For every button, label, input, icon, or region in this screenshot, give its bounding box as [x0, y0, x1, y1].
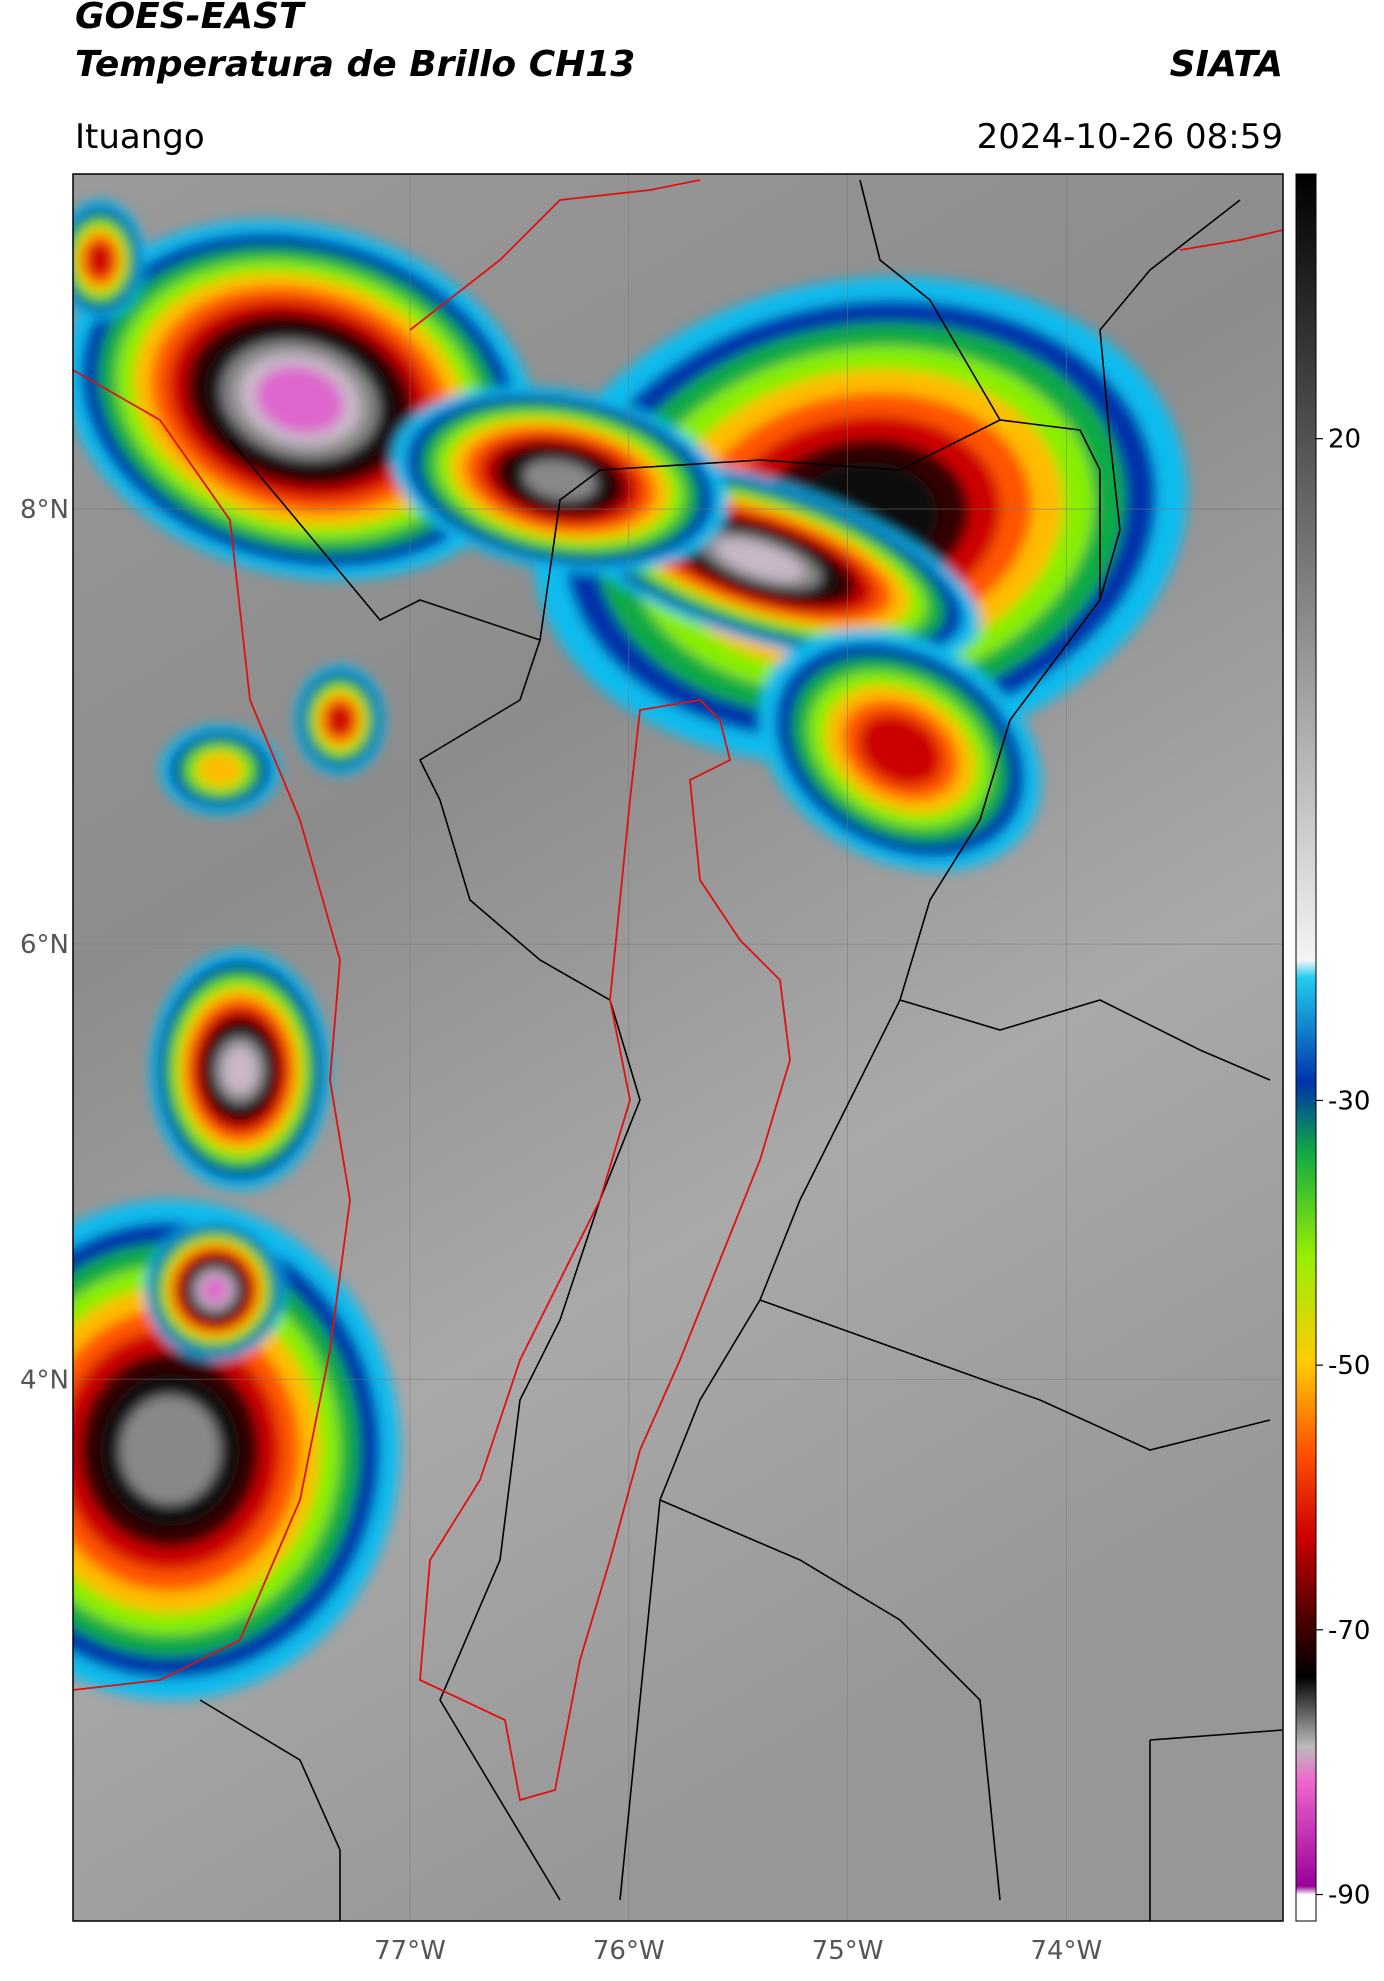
organization: SIATA: [1170, 44, 1283, 85]
borders: [199, 179, 1283, 1921]
graticule: [73, 174, 1283, 1921]
colorbar: [1295, 173, 1317, 1922]
cloud-field: [73, 200, 1188, 1700]
lon-label: 74°W: [1030, 1936, 1102, 1966]
cloud-layer: [256, 366, 344, 434]
colorbar-tick-label: -70: [1328, 1616, 1370, 1646]
title-line2: Temperatura de Brillo CH13: [75, 44, 635, 85]
location: Ituango: [75, 117, 205, 157]
colorbar-ticks: 20 -30 -50 -70 -90: [1316, 425, 1370, 1911]
colorbar-tick-label: -90: [1328, 1881, 1370, 1911]
cloud-layer: [202, 1277, 228, 1303]
cloud-layer: [523, 459, 597, 501]
cloud-layer: [858, 714, 942, 786]
lat-label: 8°N: [20, 495, 69, 525]
title-line1: GOES-EAST: [75, 0, 306, 37]
lat-label: 6°N: [20, 930, 69, 960]
datetime: 2024-10-26 08:59: [977, 117, 1283, 157]
cloud-layer: [222, 1046, 258, 1094]
cloud-layer: [120, 1395, 220, 1505]
colorbar-tick-label: -50: [1328, 1351, 1370, 1381]
cloud-layer: [86, 242, 114, 278]
lon-label: 77°W: [374, 1936, 446, 1966]
cloud-layer: [715, 539, 805, 581]
lat-label: 4°N: [20, 1365, 69, 1395]
colorbar-tick-label: -30: [1328, 1086, 1370, 1116]
cloud-layer: [326, 703, 354, 737]
map-frame: [72, 173, 1284, 1922]
cloud-layer: [196, 752, 244, 788]
map: [73, 174, 1283, 1921]
department-border: [73, 179, 1283, 1802]
lon-label: 76°W: [593, 1936, 665, 1966]
lon-label: 75°W: [812, 1936, 884, 1966]
colorbar-tick-label: 20: [1328, 425, 1361, 455]
